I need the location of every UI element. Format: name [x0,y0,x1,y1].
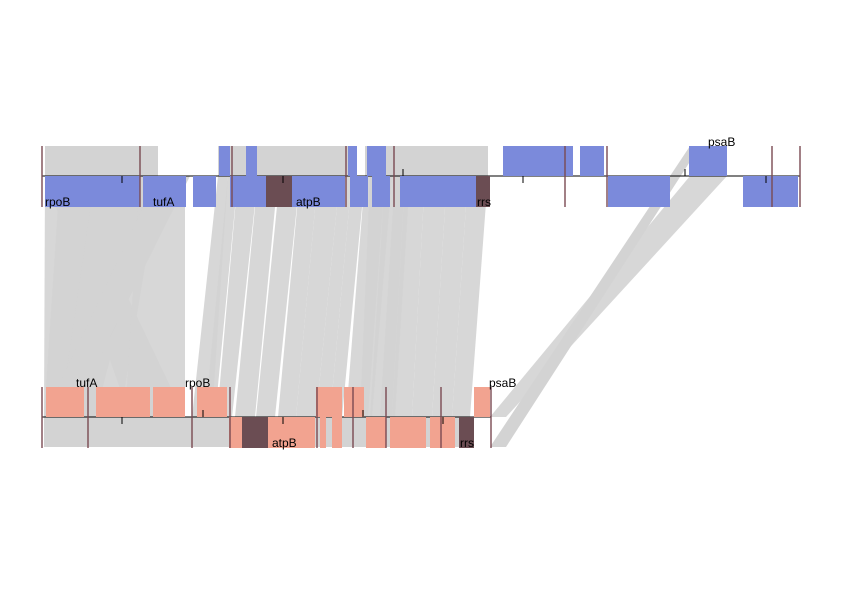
gene-labels: rpoB tufA atpB rrs psaB tufA rpoB atpB r… [45,135,735,450]
top-feature-forward [689,146,727,176]
bottom-feature-reverse [390,417,426,448]
synteny-link [316,176,352,417]
synteny-link [44,176,190,417]
synteny-link [432,176,468,417]
top-feature-forward [503,146,573,176]
synteny-link [360,176,392,417]
top-feature-reverse [350,176,368,207]
bottom-genome-track [41,387,492,448]
synteny-link-psaB [490,146,700,447]
link-band-top [45,146,158,176]
bottom-feature-forward [316,387,342,417]
link-band-top [300,146,352,176]
top-feature-forward [580,146,604,176]
top-label-tufA: tufA [153,195,174,209]
top-feature-reverse [372,176,390,207]
top-feature-reverse [743,176,798,207]
synteny-link [392,176,425,417]
synteny-link [217,176,258,417]
top-label-psaB: psaB [708,135,735,149]
top-feature-reverse [608,176,670,207]
top-highlight-gene [476,176,490,207]
bottom-feature-forward [344,387,364,417]
bottom-feature-forward [474,387,490,417]
top-feature-reverse [45,176,140,207]
bottom-label-psaB: psaB [489,376,516,390]
synteny-link [278,176,318,417]
bottom-feature-reverse [332,417,342,448]
bottom-feature-forward [153,387,185,417]
top-label-rrs: rrs [477,195,491,209]
synteny-link [192,176,228,417]
link-band-top [258,146,300,176]
synteny-link [490,176,727,417]
bottom-feature-forward [96,387,150,417]
top-label-rpoB: rpoB [45,195,70,209]
bottom-feature-reverse [366,417,386,448]
synteny-link [380,176,410,417]
top-genome-track [41,146,801,207]
bottom-label-rpoB: rpoB [185,376,210,390]
bottom-highlight-gene [459,417,474,448]
synteny-link [256,176,300,417]
bottom-feature-reverse [268,417,315,448]
synteny-link [205,176,238,417]
top-feature-forward [367,146,386,176]
top-label-atpB: atpB [296,195,321,209]
top-feature-reverse [292,176,345,207]
bottom-label-rrs: rrs [460,436,474,450]
bottom-feature-forward [46,387,84,417]
bottom-feature-reverse [320,417,326,448]
bottom-label-atpB: atpB [272,436,297,450]
bottom-feature-reverse [229,417,242,448]
top-feature-reverse [400,176,478,207]
synteny-link [412,176,447,417]
top-feature-forward [219,146,230,176]
top-feature-reverse [193,176,216,207]
synteny-link [235,176,278,417]
synteny-link [296,176,340,417]
top-feature-reverse [230,176,266,207]
bottom-label-tufA: tufA [76,376,97,390]
link-band-bottom [190,417,232,447]
synteny-link [452,176,488,417]
synteny-link [330,176,365,417]
top-feature-reverse [143,176,186,207]
link-band-bottom [44,417,190,447]
synteny-links [44,146,727,447]
top-highlight-gene [266,176,292,207]
bottom-feature-forward [197,387,227,417]
bottom-highlight-gene [242,417,268,448]
top-feature-forward [246,146,257,176]
top-feature-forward [348,146,357,176]
